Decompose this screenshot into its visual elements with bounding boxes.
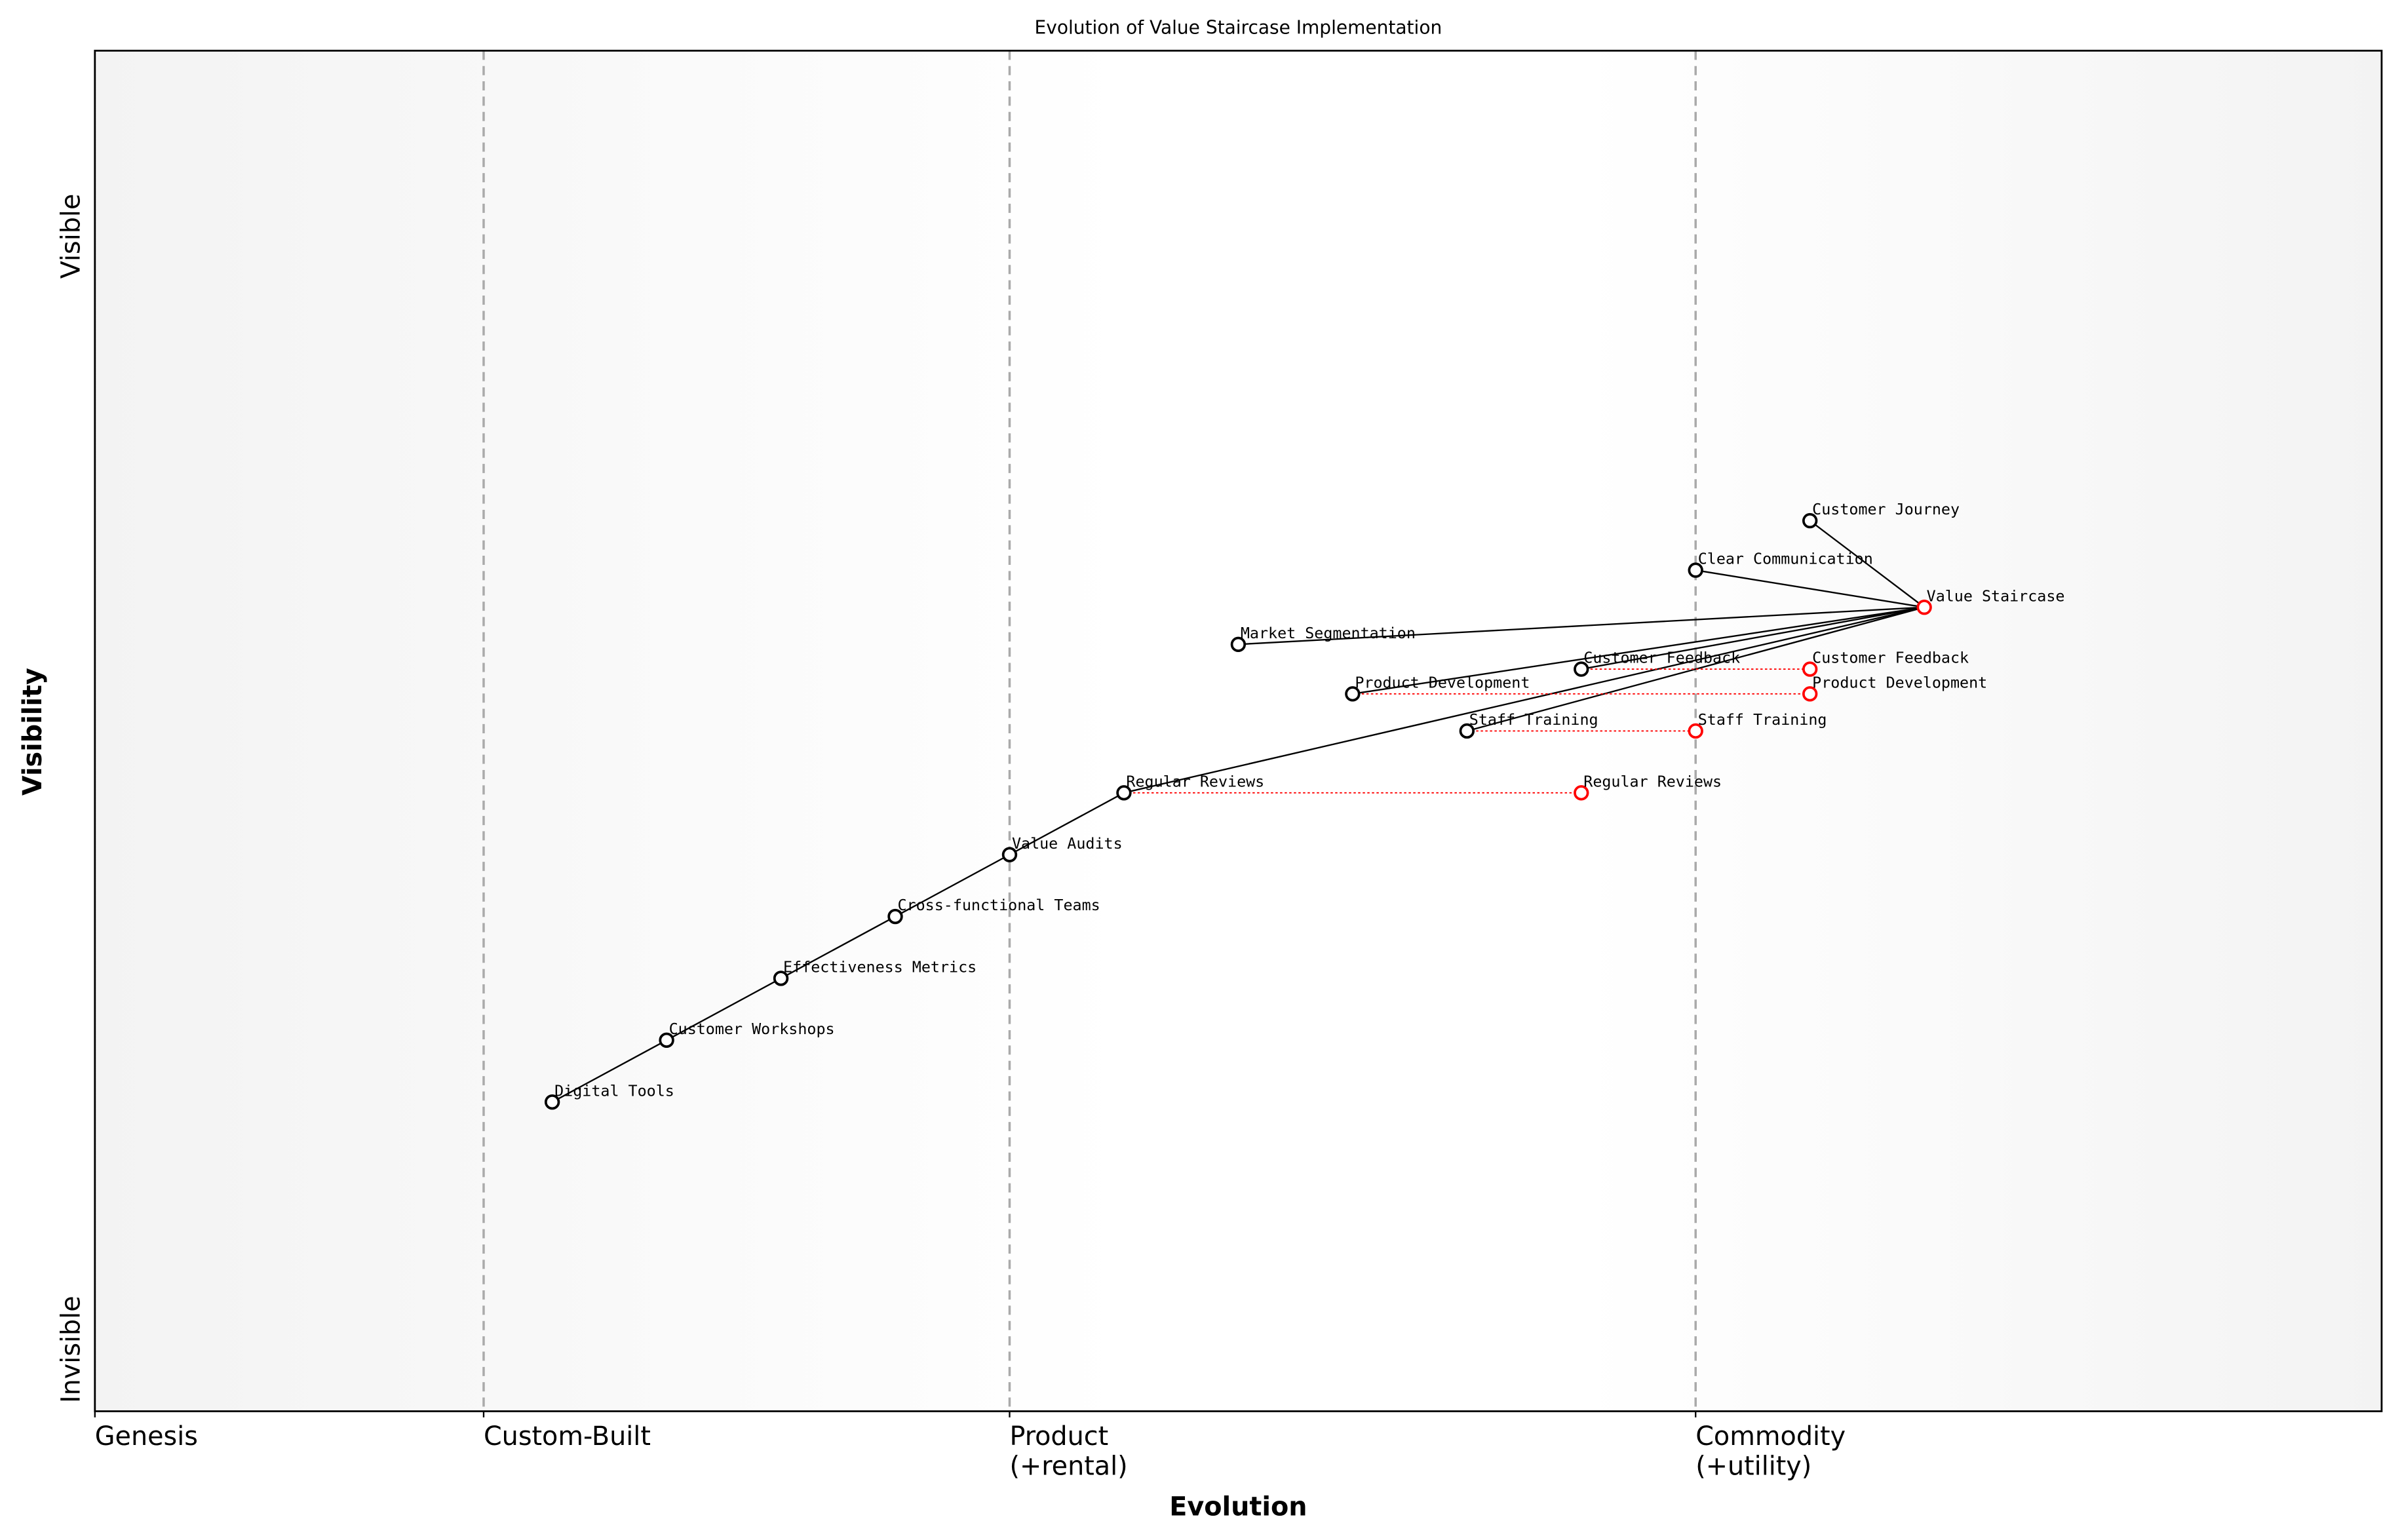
link [552, 1039, 667, 1103]
component [1001, 847, 1018, 862]
component [1459, 723, 1475, 739]
plot-frame [94, 49, 2383, 1412]
component [1574, 661, 1589, 677]
component [1688, 723, 1703, 739]
x-tick-label: Commodity (+utility) [1695, 1421, 1846, 1482]
component-label: Value Audits [1012, 834, 1123, 853]
link [1695, 569, 1925, 608]
link [1238, 606, 1925, 645]
component [1574, 785, 1589, 801]
chart-title: Evolution of Value Staircase Implementat… [1035, 17, 1442, 39]
component [1802, 661, 1818, 677]
component [1802, 512, 1818, 529]
y-axis-label: Visibility [18, 668, 48, 796]
link [666, 977, 782, 1041]
component [773, 971, 789, 986]
link [895, 854, 1011, 917]
component [1916, 600, 1932, 615]
y-tick-label: Invisible [56, 1296, 86, 1403]
component-label: Cross-functional Teams [898, 896, 1100, 914]
x-tick-label: Product (+rental) [1009, 1421, 1127, 1482]
component [1116, 785, 1132, 801]
component-label: Staff Training [1698, 710, 1827, 729]
component [1230, 636, 1247, 652]
component [659, 1032, 674, 1048]
link [1581, 606, 1925, 670]
component [1345, 686, 1361, 702]
component-label: Effectiveness Metrics [783, 958, 977, 976]
component-label: Customer Workshops [669, 1020, 835, 1038]
component-label: Clear Communication [1698, 550, 1873, 568]
link [1123, 606, 1925, 794]
component [1802, 686, 1818, 702]
component-label: Regular Reviews [1126, 772, 1264, 790]
component-label: Customer Journey [1812, 500, 1960, 518]
component [544, 1094, 560, 1110]
x-tick-label: Custom-Built [484, 1421, 651, 1452]
component-label: Market Segmentation [1241, 624, 1416, 642]
component-label: Value Staircase [1927, 587, 2065, 605]
component-label: Staff Training [1469, 710, 1598, 729]
y-tick-label: Visible [56, 194, 86, 279]
link [780, 915, 896, 979]
component-label: Customer Feedback [1583, 649, 1740, 667]
link [1466, 606, 1925, 732]
component-label: Product Development [1355, 673, 1530, 691]
link [1352, 606, 1925, 695]
component [1688, 562, 1703, 578]
link [1009, 792, 1125, 856]
component-label: Customer Feedback [1812, 649, 1969, 667]
component-label: Digital Tools [554, 1081, 674, 1100]
link [1809, 520, 1925, 608]
component-label: Product Development [1812, 673, 1987, 691]
component-label: Regular Reviews [1583, 772, 1722, 790]
component [887, 908, 903, 925]
plot-background [94, 50, 2382, 1412]
x-tick-label: Genesis [95, 1421, 198, 1452]
plot: Value Staircase Customer Journey Clear Com… [94, 50, 2065, 1417]
x-axis-label: Evolution [1169, 1492, 1307, 1522]
